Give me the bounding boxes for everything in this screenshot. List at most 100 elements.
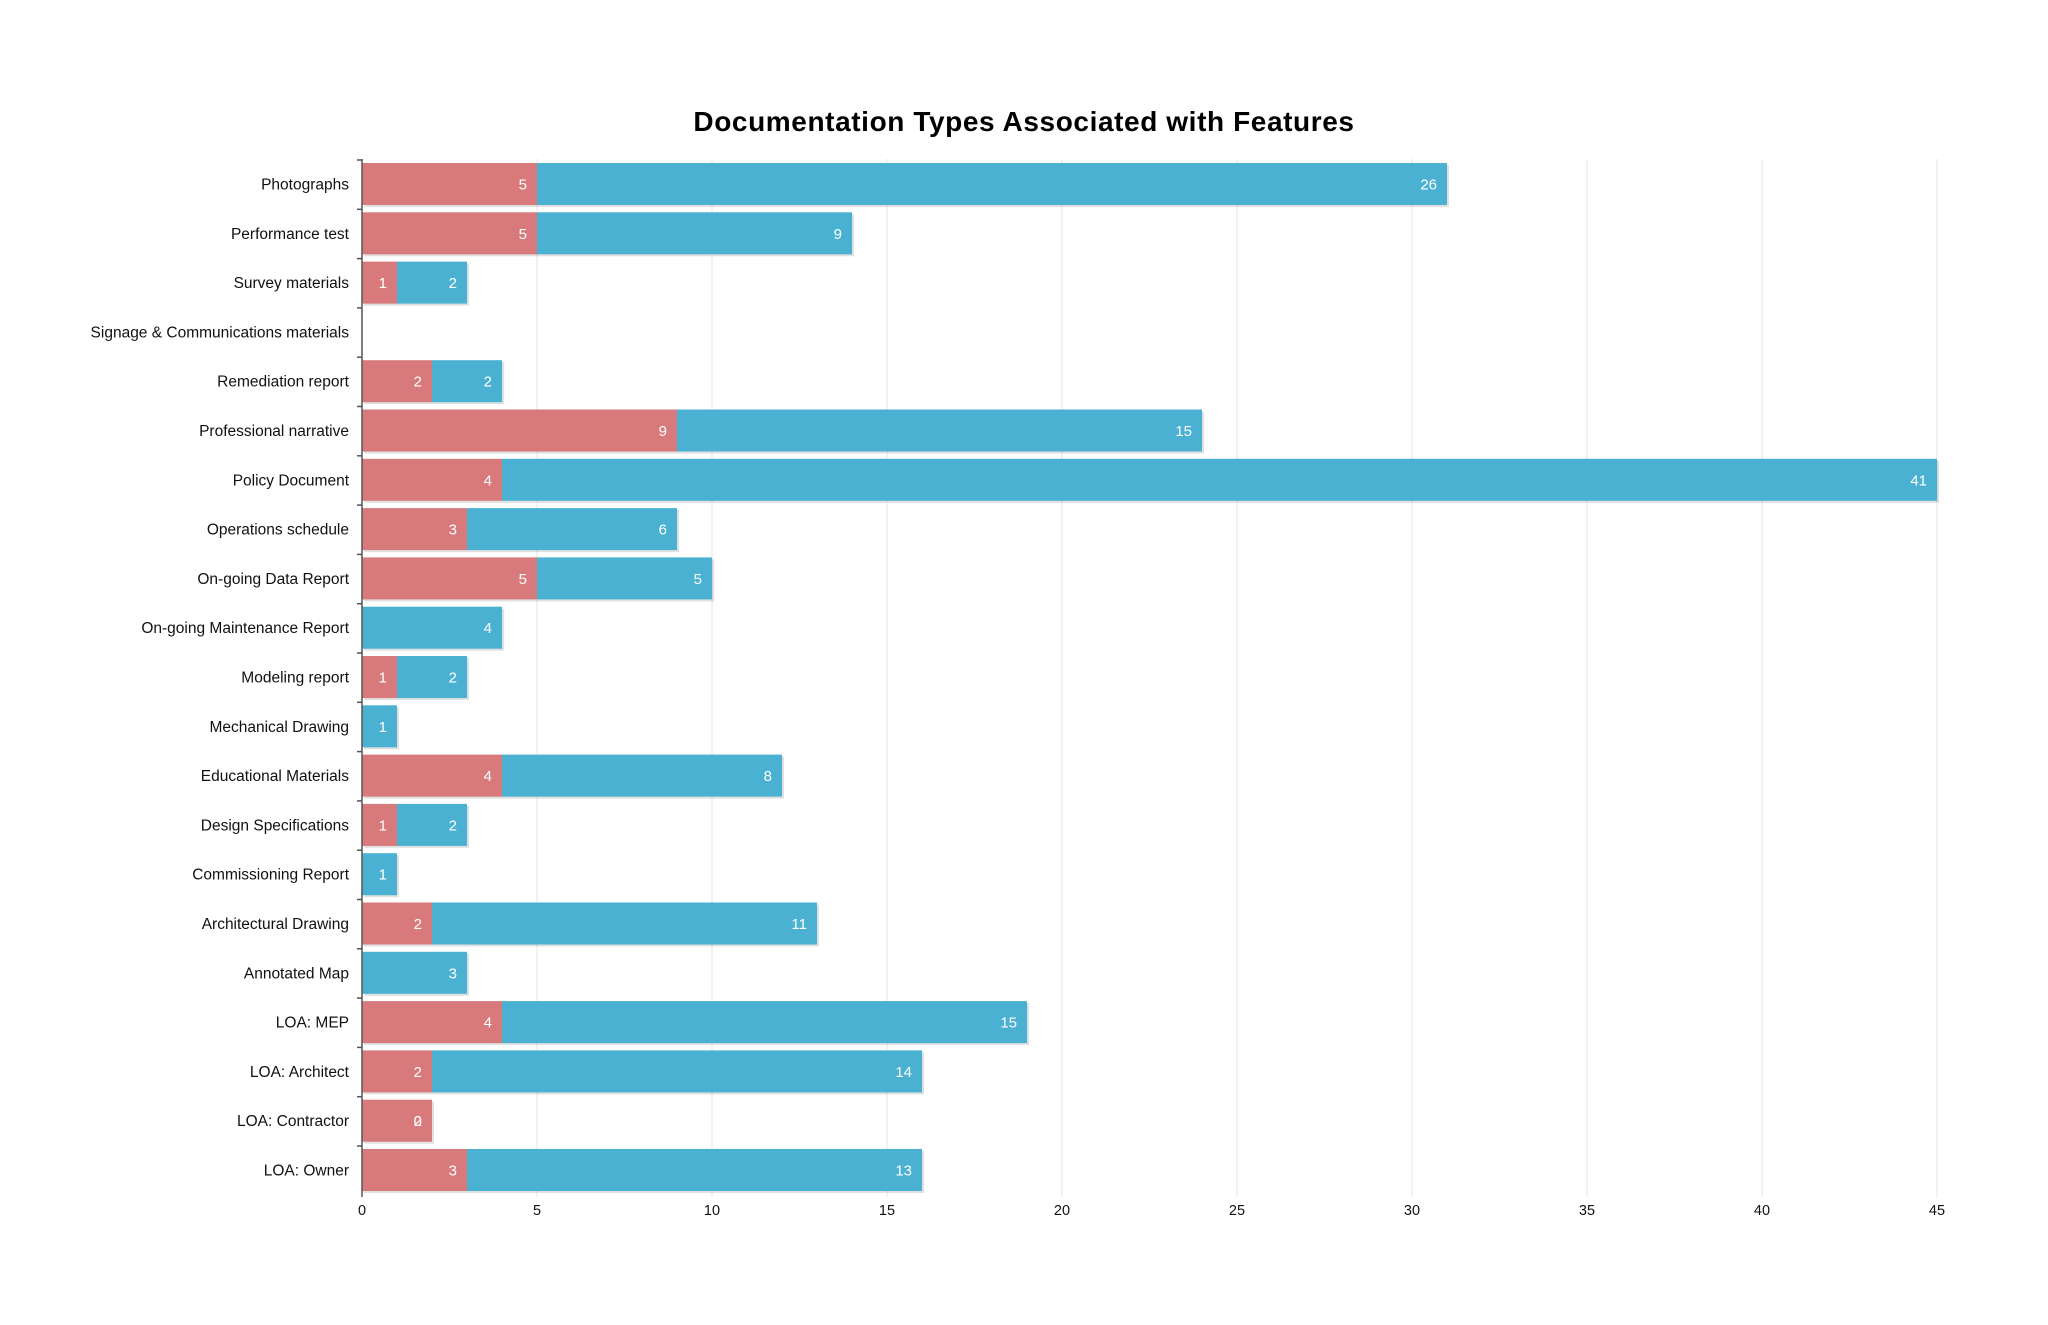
data-label: 3 — [449, 965, 457, 982]
bar-series-1 — [362, 163, 537, 205]
x-tick-label-15: 15 — [879, 1203, 895, 1219]
bar-series-1 — [362, 803, 397, 846]
data-label: 0 — [414, 1113, 422, 1130]
category-label: Design Specifications — [201, 817, 349, 834]
x-tick-label-5: 5 — [533, 1203, 541, 1219]
category-label: Architectural Drawing — [202, 916, 349, 933]
data-label: 9 — [659, 423, 667, 440]
bar-series-2 — [397, 261, 467, 304]
bar-series-2 — [467, 508, 677, 551]
data-label: 2 — [449, 275, 457, 292]
bar-series-2 — [467, 1149, 922, 1191]
x-tick-label-20: 20 — [1054, 1203, 1070, 1219]
bar-series-2 — [537, 163, 1447, 205]
data-label: 4 — [484, 472, 492, 489]
bar-series-2 — [537, 557, 712, 600]
bar-series-2 — [397, 803, 467, 846]
bar-series-2 — [362, 853, 397, 896]
data-label: 3 — [449, 522, 457, 539]
category-label: Commissioning Report — [192, 867, 349, 884]
category-label: Annotated Map — [244, 965, 349, 982]
data-label: 2 — [449, 670, 457, 687]
data-label: 15 — [1000, 1015, 1017, 1032]
category-label: Operations schedule — [207, 522, 349, 539]
data-label: 6 — [659, 522, 667, 539]
bar-series-2 — [502, 754, 782, 797]
data-label: 5 — [694, 571, 702, 588]
data-label: 13 — [895, 1163, 912, 1180]
data-label: 9 — [834, 226, 842, 243]
bar-series-2 — [677, 409, 1202, 452]
data-label: 2 — [449, 817, 457, 834]
bar-series-2 — [362, 951, 467, 994]
category-label: LOA: Owner — [264, 1163, 349, 1180]
bar-series-2 — [397, 656, 467, 698]
bar-series-1 — [362, 656, 397, 698]
data-label: 4 — [484, 768, 492, 785]
category-labels: Photographs Performance test Survey materi… — [91, 159, 362, 1180]
data-label: 5 — [519, 226, 527, 243]
gridlines — [536, 159, 1938, 1197]
bar-series-1 — [362, 1149, 467, 1191]
bar-series-2 — [432, 360, 502, 403]
bar-series-1 — [362, 1001, 502, 1044]
bar-series-2 — [502, 1001, 1027, 1044]
category-label: LOA: Architect — [250, 1064, 350, 1081]
category-label: On-going Maintenance Report — [141, 620, 349, 637]
data-label: 8 — [764, 768, 772, 785]
data-label: 2 — [414, 1113, 422, 1130]
category-label: Signage & Communications materials — [91, 324, 350, 341]
bar-series-2 — [432, 902, 817, 945]
category-label: Performance test — [231, 226, 350, 243]
category-label: Professional narrative — [199, 423, 349, 440]
bar-series-1 — [362, 557, 537, 600]
bar-series-2 — [362, 705, 397, 748]
data-label: 1 — [379, 817, 387, 834]
category-label: Educational Materials — [201, 768, 349, 785]
bar-series-1 — [362, 902, 432, 945]
x-tick-label-25: 25 — [1229, 1203, 1245, 1219]
x-tick-label-0: 0 — [358, 1203, 366, 1219]
data-label: 41 — [1910, 472, 1927, 489]
category-label: Survey materials — [234, 275, 350, 292]
data-label: 1 — [379, 719, 387, 736]
data-label: 2 — [414, 916, 422, 933]
category-label: Photographs — [261, 177, 349, 194]
data-label: 4 — [484, 620, 492, 637]
category-label: Modeling report — [241, 670, 349, 687]
data-label: 5 — [519, 177, 527, 194]
bar-series-1 — [362, 261, 397, 304]
bar-series-2 — [432, 1050, 922, 1093]
category-label: Mechanical Drawing — [209, 719, 349, 736]
data-label: 4 — [484, 1015, 492, 1032]
bar-series-2 — [502, 458, 1937, 501]
category-label: LOA: Contractor — [237, 1113, 349, 1130]
chart-title: Documentation Types Associated with Feat… — [693, 106, 1354, 137]
category-label: Remediation report — [217, 374, 350, 391]
category-label: LOA: MEP — [276, 1015, 349, 1032]
x-tick-label-35: 35 — [1579, 1203, 1595, 1219]
data-label: 1 — [379, 867, 387, 884]
bar-series-1 — [362, 508, 467, 551]
data-label: 15 — [1175, 423, 1192, 440]
x-tick-label-45: 45 — [1929, 1203, 1945, 1219]
data-label: 5 — [519, 571, 527, 588]
category-label: On-going Data Report — [197, 571, 349, 588]
data-label: 2 — [414, 1064, 422, 1081]
x-tick-label-30: 30 — [1404, 1203, 1420, 1219]
bar-series-2 — [537, 212, 852, 255]
bar-series-1 — [362, 458, 502, 501]
data-label: 14 — [895, 1064, 912, 1081]
data-label: 2 — [484, 374, 492, 391]
data-label: 1 — [379, 670, 387, 687]
bar-series-1 — [362, 1050, 432, 1093]
data-label: 3 — [449, 1163, 457, 1180]
x-tick-label-40: 40 — [1754, 1203, 1770, 1219]
data-label: 26 — [1420, 177, 1437, 194]
data-label: 2 — [414, 374, 422, 391]
bar-series-1 — [362, 212, 537, 255]
bar-series-2 — [362, 606, 502, 649]
data-label: 1 — [379, 275, 387, 292]
